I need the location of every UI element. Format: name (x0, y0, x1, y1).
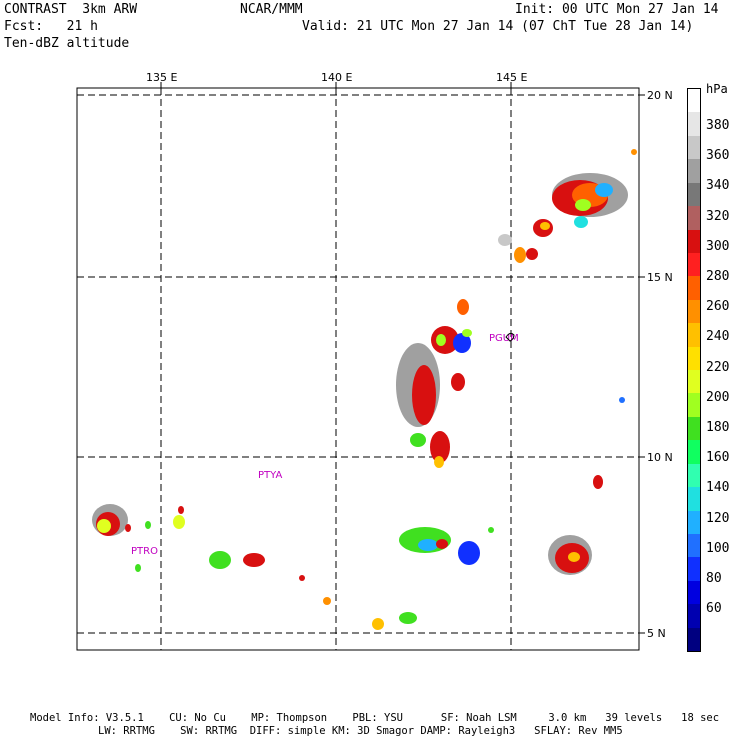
colorbar-swatch (688, 487, 700, 511)
colorbar-unit: hPa (706, 82, 728, 96)
lon-label-140: 140 E (321, 71, 352, 84)
colorbar (687, 88, 701, 652)
frame-ticks (160, 82, 645, 634)
graticule (77, 88, 639, 650)
colorbar-swatch (688, 276, 700, 301)
model-title: CONTRAST 3km ARW (4, 2, 138, 17)
colorbar-label: 360 (706, 148, 730, 164)
colorbar-label: 180 (706, 420, 730, 435)
colorbar-label: 120 (706, 510, 730, 526)
colorbar-label: 140 (706, 480, 730, 496)
valid-time: Valid: 21 UTC Mon 27 Jan 14 (07 ChT Tue … (302, 19, 694, 34)
colorbar-swatch (688, 323, 700, 348)
colorbar-swatch (688, 533, 700, 558)
station-labels: PGUM PTYA PTRO (131, 333, 519, 557)
colorbar-label: 220 (706, 359, 730, 375)
station-ptro: PTRO (131, 546, 158, 557)
colorbar-swatch (688, 89, 700, 113)
guam-coastline (505, 332, 515, 342)
colorbar-swatch (688, 416, 700, 441)
colorbar-swatch (688, 627, 700, 652)
field-name: Ten-dBZ altitude (4, 36, 130, 51)
org-label: NCAR/MMM (240, 2, 303, 17)
colorbar-swatch (688, 510, 700, 535)
colorbar-swatch (688, 112, 700, 137)
colorbar-label: 280 (706, 269, 730, 284)
colorbar-swatch (688, 252, 700, 277)
colorbar-label: 60 (706, 601, 722, 617)
forecast-hour: Fcst: 21 h (4, 19, 98, 34)
axis-labels: 135 E 140 E 145 E 20 N 15 N 10 N 5 N (146, 71, 673, 640)
colorbar-swatch (688, 206, 700, 230)
colorbar-swatch (688, 557, 700, 582)
lon-label-135: 135 E (146, 71, 177, 84)
lat-label-10: 10 N (647, 451, 673, 464)
colorbar-swatch (688, 370, 700, 394)
lat-label-15: 15 N (647, 271, 673, 284)
station-pgum: PGUM (489, 333, 519, 344)
colorbar-swatch (688, 393, 700, 418)
colorbar-label: 200 (706, 389, 730, 405)
lon-label-145: 145 E (496, 71, 527, 84)
map-frame (76, 87, 640, 651)
colorbar-swatch (688, 159, 700, 184)
colorbar-label: 80 (706, 571, 722, 586)
colorbar-swatch (688, 580, 700, 605)
colorbar-swatch (688, 463, 700, 488)
colorbar-swatch (688, 346, 700, 371)
echo-cells (92, 149, 637, 630)
colorbar-label: 320 (706, 208, 730, 224)
colorbar-label: 380 (706, 118, 730, 133)
colorbar-swatch (688, 299, 700, 324)
model-info-line2: LW: RRTMG SW: RRTMG DIFF: simple KM: 3D … (98, 725, 623, 737)
colorbar-swatch (688, 440, 700, 465)
colorbar-label: 340 (706, 178, 730, 194)
lat-label-5: 5 N (647, 627, 666, 640)
colorbar-label: 160 (706, 450, 730, 466)
init-time: Init: 00 UTC Mon 27 Jan 14 (515, 2, 719, 17)
colorbar-swatch (688, 182, 700, 207)
colorbar-swatch (688, 229, 700, 254)
colorbar-label: 260 (706, 299, 730, 315)
colorbar-swatch (688, 135, 700, 160)
colorbar-label: 300 (706, 238, 730, 254)
colorbar-label: 100 (706, 540, 730, 556)
station-ptya: PTYA (258, 470, 282, 481)
colorbar-swatch (688, 604, 700, 629)
model-info-line1: Model Info: V3.5.1 CU: No Cu MP: Thompso… (30, 712, 720, 724)
colorbar-label: 240 (706, 329, 730, 345)
lat-label-20: 20 N (647, 89, 673, 102)
